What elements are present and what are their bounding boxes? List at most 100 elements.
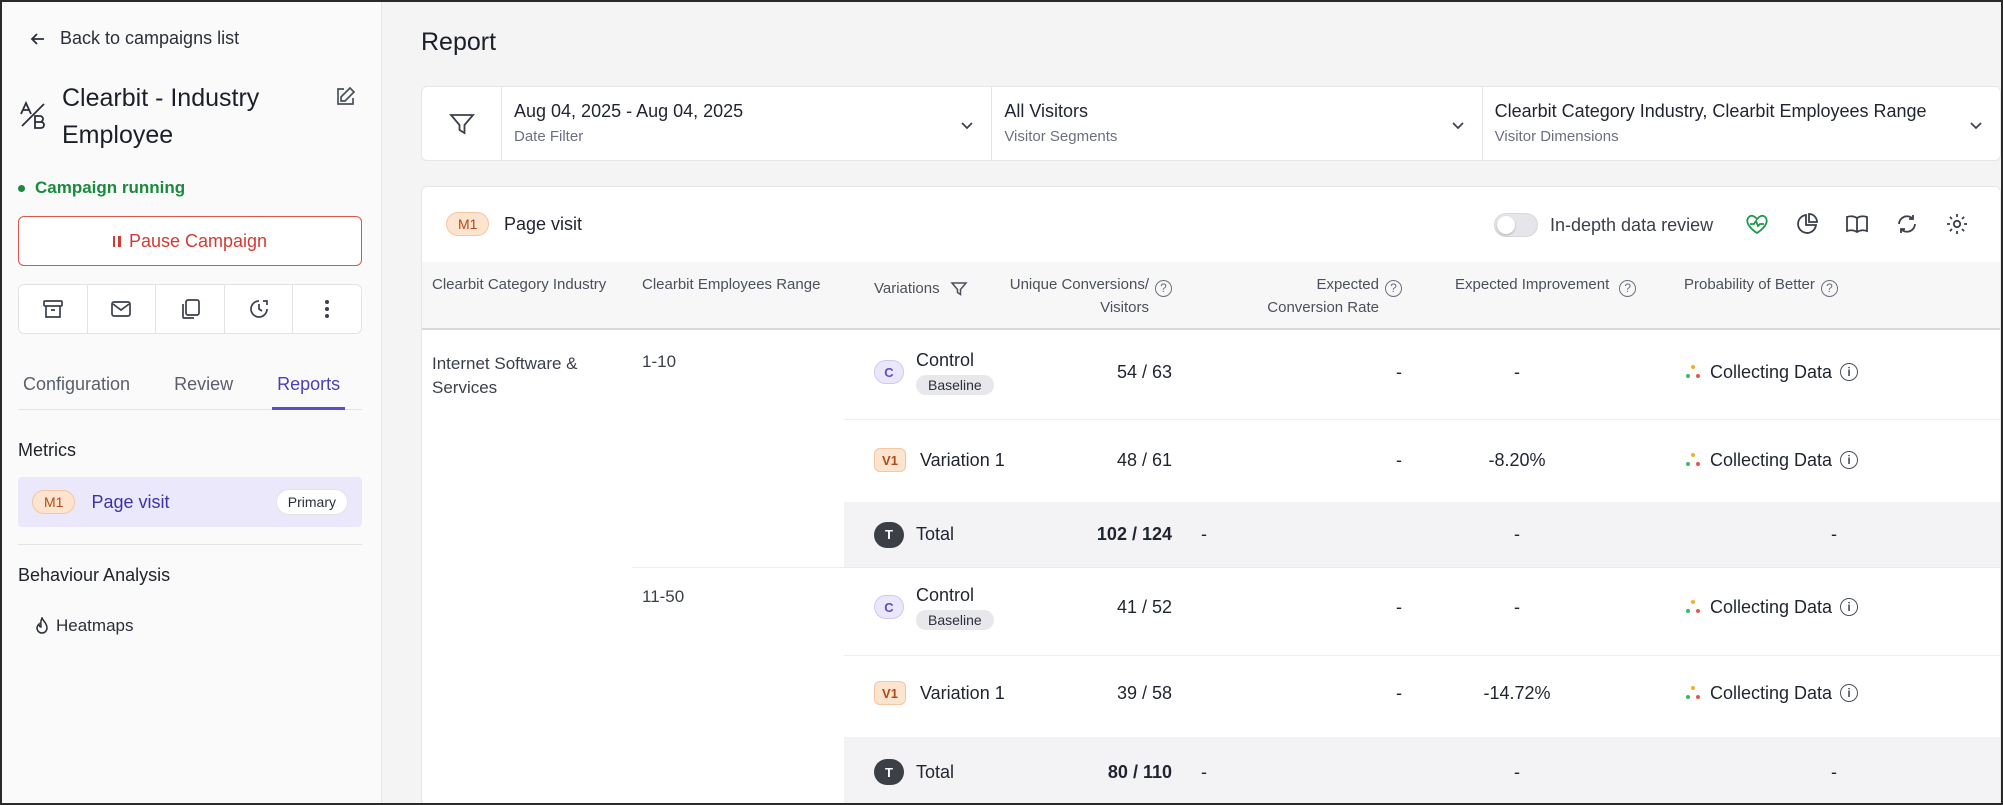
- total-row: T Total 102 / 124 - - -: [844, 502, 2000, 567]
- employees-range-cell: 11-50: [642, 587, 685, 606]
- col-probability: Probability of Better?: [1684, 274, 1838, 297]
- back-to-campaigns-link[interactable]: Back to campaigns list: [28, 28, 239, 49]
- health-check-button[interactable]: [1744, 211, 1770, 237]
- variation-name: Total: [916, 524, 955, 544]
- help-icon[interactable]: ?: [1619, 280, 1637, 297]
- report-toolbar: [1744, 211, 1970, 237]
- info-icon[interactable]: i: [1840, 451, 1859, 469]
- edit-icon[interactable]: [334, 86, 356, 108]
- rate-cell: -: [1396, 449, 1402, 470]
- campaign-tabs: Configuration Review Reports: [18, 370, 362, 410]
- campaign-status: Campaign running: [18, 178, 185, 198]
- table-row: V1 Variation 1 39 / 58 - -14.72% Collect…: [422, 653, 2000, 733]
- status-label: Campaign running: [35, 178, 186, 197]
- chevron-down-icon: [1970, 122, 1982, 130]
- duplicate-button[interactable]: [156, 285, 225, 333]
- visitor-dimensions-label: Visitor Dimensions: [1494, 128, 1619, 145]
- tab-review[interactable]: Review: [174, 374, 234, 394]
- total-row: T Total 80 / 110 - - -: [844, 737, 2000, 805]
- col-employees: Clearbit Employees Range: [642, 276, 821, 293]
- control-badge: C: [874, 360, 904, 384]
- rate-cell: -: [1201, 761, 1207, 782]
- behaviour-analysis-heading: Behaviour Analysis: [18, 565, 171, 585]
- employees-range-cell: 1-10: [642, 352, 677, 371]
- info-icon[interactable]: i: [1840, 598, 1859, 616]
- date-filter-label: Date Filter: [514, 128, 584, 145]
- metric-name: Page visit: [504, 214, 583, 234]
- help-icon[interactable]: ?: [1385, 280, 1402, 297]
- row-divider: [844, 655, 2000, 656]
- tab-configuration[interactable]: Configuration: [23, 374, 131, 394]
- flame-icon: [36, 617, 48, 634]
- refresh-button[interactable]: [1894, 211, 1920, 237]
- archive-button[interactable]: [19, 285, 88, 333]
- filter-button[interactable]: [422, 87, 502, 160]
- variation-name: Control: [916, 584, 975, 605]
- pie-chart-button[interactable]: [1794, 211, 1820, 237]
- filter-icon[interactable]: [949, 280, 968, 298]
- tab-reports[interactable]: Reports: [272, 370, 346, 410]
- pause-icon: [112, 235, 121, 247]
- visitor-dimensions-dropdown[interactable]: Clearbit Category Industry, Clearbit Emp…: [1483, 87, 2000, 160]
- book-open-icon: [1846, 215, 1868, 234]
- archive-icon: [42, 300, 63, 318]
- page-title: Report: [421, 28, 497, 56]
- group-divider: [632, 567, 2000, 568]
- probability-cell: Collecting Data i: [1684, 567, 1859, 647]
- probability-cell: Collecting Data i: [1684, 420, 1859, 500]
- ab-test-icon: [20, 100, 45, 129]
- visitor-dimensions-value: Clearbit Category Industry, Clearbit Emp…: [1494, 101, 1927, 121]
- info-icon[interactable]: i: [1840, 363, 1859, 381]
- date-filter-dropdown[interactable]: Aug 04, 2025 - Aug 04, 2025 Date Filter: [502, 87, 993, 160]
- col-expected-line2: Conversion Rate: [1267, 299, 1379, 316]
- pause-campaign-button[interactable]: Pause Campaign: [18, 216, 362, 266]
- chevron-down-icon: [1452, 122, 1464, 130]
- gear-icon: [1947, 214, 1967, 234]
- visitor-segments-dropdown[interactable]: All Visitors Visitor Segments: [992, 87, 1483, 160]
- improvement-cell: -: [1514, 361, 1520, 382]
- help-icon[interactable]: ?: [1820, 280, 1838, 297]
- campaign-actions: [18, 284, 362, 334]
- col-variations-label: Variations: [874, 280, 940, 297]
- filter-bar: Aug 04, 2025 - Aug 04, 2025 Date Filter …: [421, 86, 2001, 161]
- col-improvement-label: Expected Improvement: [1455, 276, 1610, 293]
- toggle-label: In-depth data review: [1550, 214, 1714, 235]
- metrics-heading: Metrics: [18, 440, 76, 460]
- col-expected-line1: Expected: [1316, 276, 1379, 293]
- divider: [18, 544, 362, 545]
- col-improvement: Expected Improvement?: [1455, 274, 1637, 297]
- report-main: Report Aug 04, 2025 - Aug 04, 2025 Date …: [383, 0, 2003, 805]
- improvement-cell: -8.20%: [1488, 449, 1546, 470]
- toggle-switch[interactable]: [1494, 213, 1538, 237]
- heart-pulse-icon: [1746, 214, 1768, 235]
- more-options-button[interactable]: [293, 285, 361, 333]
- probability-cell: -: [1831, 524, 1837, 544]
- row-divider: [844, 419, 2000, 420]
- history-button[interactable]: [225, 285, 294, 333]
- email-button[interactable]: [88, 285, 157, 333]
- report-card: M1 Page visit In-depth data review: [421, 186, 2001, 805]
- history-clock-icon: [249, 300, 268, 318]
- settings-button[interactable]: [1944, 211, 1970, 237]
- status-dot: [18, 184, 25, 192]
- loading-dots-icon: [1686, 453, 1700, 466]
- rate-cell: -: [1396, 361, 1402, 382]
- in-depth-review-toggle[interactable]: In-depth data review: [1494, 213, 1713, 237]
- back-label: Back to campaigns list: [60, 28, 240, 48]
- probability-cell: Collecting Data i: [1684, 653, 1859, 733]
- improvement-cell: -: [1514, 761, 1520, 782]
- metric-badge: M1: [32, 490, 76, 514]
- heatmaps-link[interactable]: Heatmaps: [34, 616, 133, 636]
- guide-button[interactable]: [1844, 211, 1870, 237]
- variation-name: Variation 1: [920, 682, 1005, 703]
- metric-item-page-visit[interactable]: M1 Page visit Primary: [18, 477, 362, 527]
- info-icon[interactable]: i: [1840, 684, 1859, 702]
- visitor-segments-label: Visitor Segments: [1004, 128, 1118, 145]
- probability-label: Collecting Data: [1710, 449, 1833, 470]
- metric-name: Page visit: [91, 491, 170, 512]
- more-vertical-icon: [325, 300, 330, 318]
- help-icon[interactable]: ?: [1155, 280, 1172, 297]
- sidebar: Back to campaigns list Clearbit - Indust…: [0, 0, 382, 805]
- table-header: Clearbit Category Industry Clearbit Empl…: [422, 262, 2000, 330]
- col-expected-rate: Expected? Conversion Rate: [1202, 274, 1402, 318]
